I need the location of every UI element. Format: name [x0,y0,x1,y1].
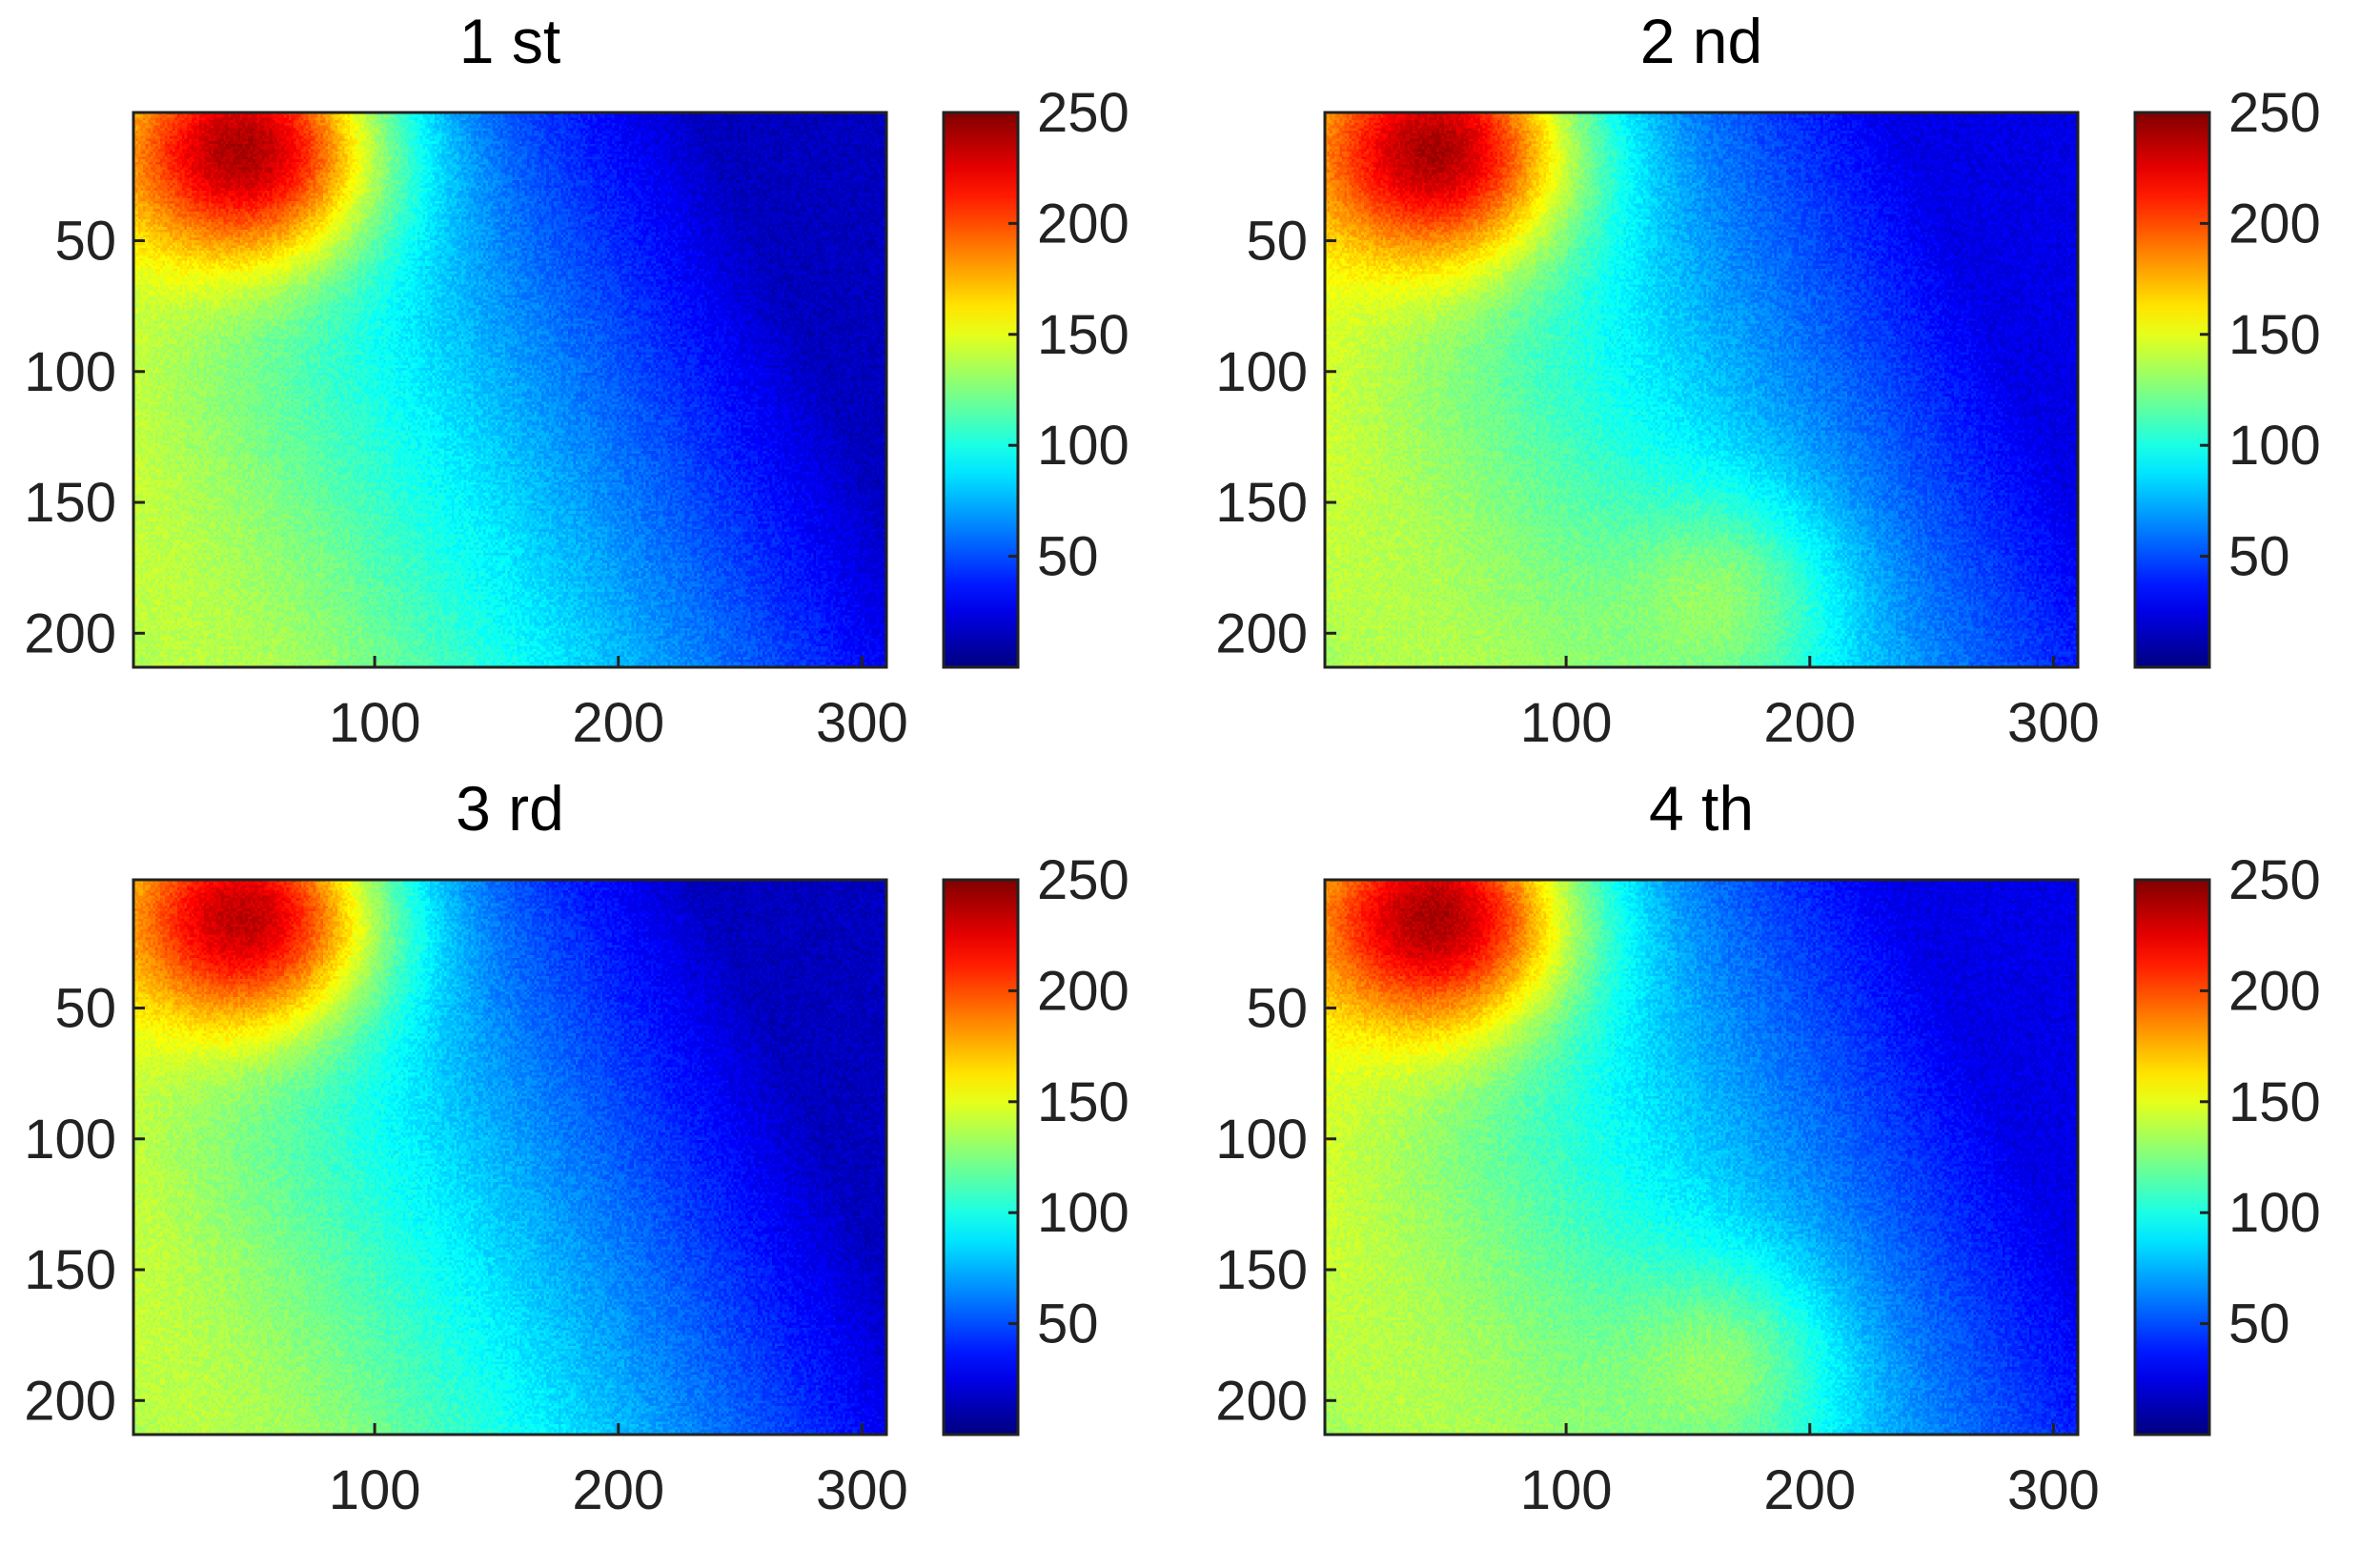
colorbar-tick-label: 250 [2228,82,2321,144]
colorbar-tick-label: 250 [2228,849,2321,911]
x-tick-label: 100 [1520,692,1613,754]
y-tick-label: 150 [1215,1239,1308,1301]
y-tick-label: 50 [54,211,116,273]
heatmap-image [1325,880,2078,1435]
heatmap-panel-2: 2 nd 100 200 300 50 100 150 200 50 100 150 200 250 [1191,0,2373,754]
heatmap-image [133,112,886,667]
colorbar-tick-label: 200 [2228,193,2321,255]
colorbar-tick-label: 100 [2228,415,2321,477]
y-tick-label: 50 [54,978,116,1040]
heatmap-image [133,880,886,1435]
x-tick-label: 200 [1763,1459,1856,1521]
y-tick-label: 50 [1246,978,1308,1040]
x-tick-label: 200 [572,692,664,754]
y-tick-label: 150 [24,472,116,534]
colorbar-tick-label: 100 [1037,1182,1129,1244]
colorbar [942,111,1020,669]
colorbar-tick-label: 200 [1037,193,1129,255]
y-tick-label: 50 [1246,211,1308,273]
y-tick-label: 150 [1215,472,1308,534]
y-tick-label: 100 [1215,1109,1308,1171]
y-tick-label: 200 [1215,602,1308,664]
y-tick-label: 150 [24,1239,116,1301]
colorbar-tick-label: 150 [1037,304,1129,366]
y-tick-label: 200 [24,602,116,664]
colorbar-tick-label: 200 [1037,960,1129,1022]
axes-and-colorbar: 100 200 300 50 100 150 200 50 100 150 200 250 [24,849,1129,1521]
x-tick-label: 300 [816,1459,908,1521]
y-tick-label: 100 [24,341,116,403]
y-tick-label: 200 [24,1370,116,1432]
panel-title: 4 th [1648,773,1755,844]
colorbar-tick-label: 150 [2228,304,2321,366]
y-tick-label: 100 [24,1109,116,1171]
colorbar-tick-label: 200 [2228,960,2321,1022]
heatmap-panel-3: 3 rd 100 200 300 50 100 150 200 50 100 150 200 250 [0,767,1182,1521]
colorbar-tick-label: 150 [2228,1071,2321,1133]
axes-and-colorbar: 100 200 300 50 100 150 200 50 100 150 200 250 [24,82,1129,754]
axes-frame [1323,111,2080,669]
x-tick-label: 300 [816,692,908,754]
colorbar-tick-label: 50 [2228,526,2290,588]
y-tick-label: 200 [1215,1370,1308,1432]
panel-title: 1 st [458,6,561,76]
colorbar [2133,878,2211,1436]
x-tick-label: 100 [1520,1459,1613,1521]
colorbar-tick-label: 250 [1037,849,1129,911]
colorbar-tick-label: 50 [2228,1293,2290,1355]
x-tick-label: 100 [329,692,421,754]
axes-frame [132,878,888,1436]
colorbar-tick-label: 250 [1037,82,1129,144]
x-tick-label: 100 [329,1459,421,1521]
axes-and-colorbar: 100 200 300 50 100 150 200 50 100 150 200 250 [1215,849,2321,1521]
axes-and-colorbar: 100 200 300 50 100 150 200 50 100 150 200 250 [1215,82,2321,754]
panel-title: 3 rd [456,773,564,844]
heatmap-panel-1: 1 st 100 200 300 50 100 150 200 50 100 150 200 250 [0,0,1182,754]
axes-frame [1323,878,2080,1436]
heatmap-image [1325,112,2078,667]
colorbar-tick-label: 100 [2228,1182,2321,1244]
colorbar-tick-label: 150 [1037,1071,1129,1133]
x-tick-label: 300 [2007,1459,2100,1521]
colorbar-tick-label: 50 [1037,526,1099,588]
x-tick-label: 200 [572,1459,664,1521]
x-tick-label: 200 [1763,692,1856,754]
colorbar-tick-label: 50 [1037,1293,1099,1355]
colorbar-tick-label: 100 [1037,415,1129,477]
colorbar [942,878,1020,1436]
heatmap-panel-4: 4 th 100 200 300 50 100 150 200 50 100 150 200 250 [1191,767,2373,1521]
axes-frame [132,111,888,669]
x-tick-label: 300 [2007,692,2100,754]
colorbar [2133,111,2211,669]
panel-title: 2 nd [1639,6,1763,76]
y-tick-label: 100 [1215,341,1308,403]
